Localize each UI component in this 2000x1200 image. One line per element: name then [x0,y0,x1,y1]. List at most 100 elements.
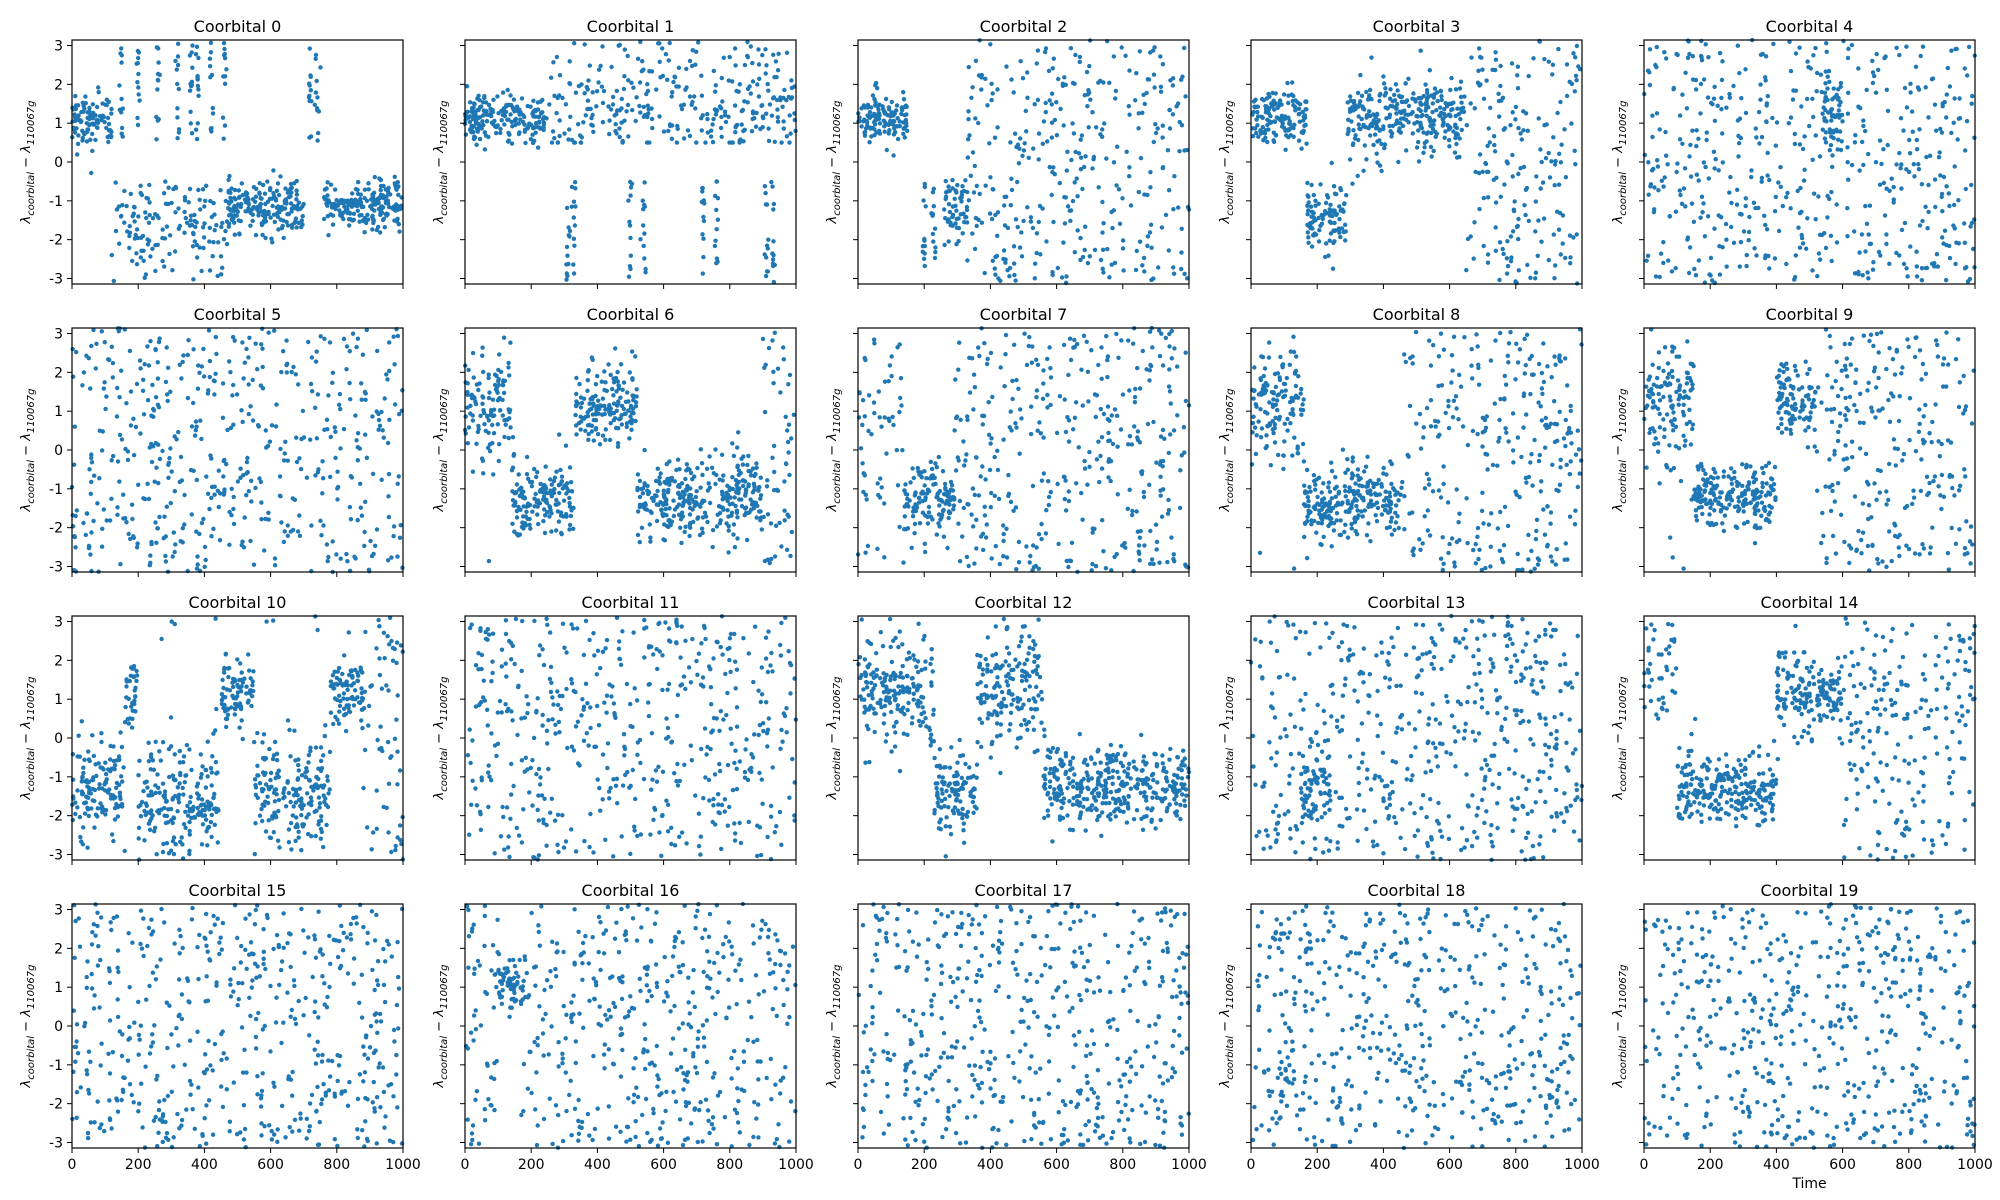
scatter-point [786,382,791,387]
scatter-point [1867,203,1873,208]
scatter-point [680,503,685,508]
scatter-point [1523,187,1529,192]
scatter-point [1502,182,1507,187]
scatter-point [90,116,96,121]
scatter-point [712,243,718,249]
scatter-point [1955,137,1960,142]
scatter-point [1017,146,1022,151]
scatter-point [995,233,1000,238]
scatter-point [1498,63,1503,69]
scatter-point [163,534,168,539]
scatter-point [1675,161,1680,166]
scatter-point [73,93,78,99]
scatter-point [1719,107,1724,112]
scatter-point [1369,55,1374,60]
scatter-point [89,479,94,485]
scatter-point [147,212,152,218]
scatter-point [109,496,114,501]
scatter-point [1864,87,1869,93]
scatter-point [771,239,776,244]
scatter-point [195,121,200,126]
scatter-point [1486,169,1491,175]
scatter-point [1327,238,1332,243]
scatter-point [711,68,716,74]
scatter-point [664,523,670,529]
scatter-point [706,481,711,486]
scatter-point [512,503,517,508]
scatter-point [882,555,887,560]
scatter-point [491,97,496,103]
scatter-point [789,436,794,441]
scatter-point [337,402,342,407]
scatter-point [660,46,665,51]
scatter-point [1951,202,1957,208]
scatter-point [195,562,200,567]
scatter-point [244,346,249,352]
scatter-point [1025,95,1030,101]
scatter-point [1009,77,1014,82]
scatter-point [130,258,135,264]
scatter-point [153,347,158,352]
scatter-point [1724,105,1729,110]
scatter-point [1493,248,1499,253]
scatter-point [1696,136,1701,141]
scatter-point [1086,125,1091,130]
scatter-point [299,224,304,230]
scatter-point [109,129,114,135]
scatter-point [772,139,777,144]
scatter-point [882,415,887,420]
scatter-point [733,123,739,129]
scatter-point [957,498,963,504]
scatter-point [763,362,768,367]
scatter-point [1926,182,1931,188]
scatter-point [1033,261,1038,266]
scatter-point [945,545,950,551]
scatter-point [109,458,114,463]
scatter-point [662,494,667,499]
scatter-point [395,204,401,209]
scatter-point [786,450,791,455]
scatter-point [1839,139,1844,144]
scatter-point [138,183,143,188]
scatter-point [615,444,621,449]
scatter-point [1708,255,1714,261]
scatter-point [750,116,755,122]
scatter-point [363,499,368,504]
scatter-point [543,490,549,495]
scatter-point [1916,87,1922,92]
scatter-point [1957,96,1962,101]
scatter-point [1661,240,1666,245]
scatter-point [775,115,780,120]
scatter-point [1047,345,1052,350]
scatter-point [1458,79,1464,84]
scatter-point [350,331,356,336]
scatter-point [1457,136,1462,141]
scatter-point [289,185,294,190]
scatter-point [214,223,219,228]
scatter-point [480,345,485,350]
scatter-point [491,431,497,436]
scatter-point [1459,127,1465,133]
scatter-point [164,504,169,509]
scatter-point [637,80,643,85]
scatter-point [337,208,342,213]
scatter-point [630,107,635,113]
scatter-point [616,399,621,404]
scatter-point [622,118,627,123]
scatter-point [465,389,470,395]
scatter-point [732,46,738,51]
scatter-point [97,476,102,481]
scatter-point [931,239,936,244]
scatter-point [771,201,777,207]
scatter-point [127,233,132,239]
scatter-point [400,565,405,570]
scatter-point [1926,115,1931,120]
scatter-point [216,468,221,473]
scatter-point [1023,108,1028,114]
scatter-point [1018,59,1023,64]
scatter-point [1419,102,1424,107]
scatter-point [1834,202,1839,207]
scatter-point [1155,126,1160,131]
scatter-point [134,381,140,387]
